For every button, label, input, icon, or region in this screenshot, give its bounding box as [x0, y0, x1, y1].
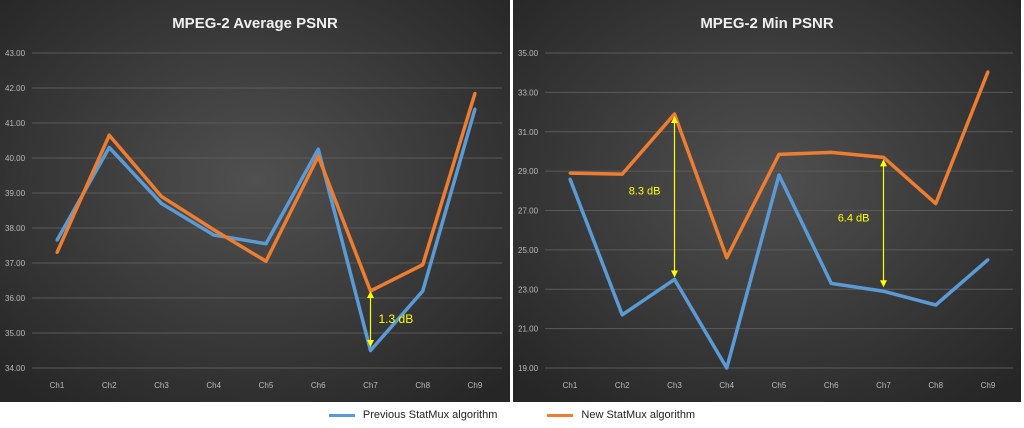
data-point [55, 251, 59, 254]
x-tick-label: Ch1 [563, 381, 578, 390]
y-tick-label: 43.00 [5, 49, 26, 58]
y-tick-label: 21.00 [518, 325, 539, 334]
x-tick-label: Ch1 [50, 381, 65, 390]
data-point [620, 313, 624, 317]
x-tick-label: Ch5 [772, 381, 787, 390]
y-tick-label: 19.00 [518, 364, 539, 373]
arrow-head-down [671, 270, 678, 278]
arrow-head-down [880, 280, 887, 288]
data-point [55, 238, 59, 242]
y-tick-label: 23.00 [518, 285, 539, 294]
y-tick-label: 35.00 [518, 49, 539, 58]
data-point [882, 289, 885, 293]
arrow-head-up [880, 159, 887, 167]
arrow-head-up [367, 291, 374, 298]
data-point [316, 147, 320, 151]
y-tick-label: 38.00 [5, 224, 26, 233]
y-tick-label: 27.00 [518, 207, 539, 216]
y-tick-label: 36.00 [5, 294, 26, 303]
x-tick-label: Ch3 [667, 381, 682, 390]
x-tick-label: Ch3 [154, 381, 169, 390]
data-point [107, 133, 111, 137]
y-tick-label: 25.00 [518, 246, 539, 255]
annotation-label: 6.4 dB [838, 212, 870, 224]
x-tick-label: Ch9 [981, 381, 996, 390]
data-point [620, 172, 624, 176]
annotation-label: 1.3 dB [379, 312, 414, 326]
x-tick-label: Ch6 [311, 381, 326, 390]
min-psnr-chart: MPEG-2 Min PSNR 19.00 21.00 23.00 25.00 27.00… [513, 0, 1021, 402]
data-point [212, 233, 216, 237]
data-point [829, 281, 833, 285]
y-tick-label: 33.00 [518, 88, 539, 97]
data-point [934, 303, 938, 307]
x-tick-label: Ch2 [102, 381, 117, 390]
x-tick-label: Ch9 [468, 381, 483, 390]
y-tick-label: 40.00 [5, 154, 26, 163]
annotation-label: 8.3 dB [629, 186, 661, 198]
x-tick-label: Ch5 [259, 381, 274, 390]
data-point [264, 242, 268, 246]
data-point [160, 202, 163, 205]
data-point [473, 107, 477, 111]
average-psnr-chart: MPEG-2 Average PSNR 34.00 35.00 36.00 37.00 3… [0, 0, 510, 402]
chart-title: MPEG-2 Min PSNR [700, 15, 834, 32]
x-tick-label: Ch7 [876, 381, 891, 390]
chart-background [0, 0, 510, 402]
arrow-head-down [367, 340, 374, 347]
data-point [829, 150, 833, 154]
y-tick-label: 42.00 [5, 84, 26, 93]
data-point [725, 256, 729, 260]
data-point [777, 152, 781, 156]
arrow-head-up [671, 116, 678, 123]
x-tick-label: Ch8 [415, 381, 430, 390]
x-tick-label: Ch4 [206, 381, 221, 390]
data-point [160, 195, 163, 198]
data-point [473, 91, 477, 95]
legend-swatch-new [547, 413, 574, 417]
chart-title: MPEG-2 Average PSNR [172, 15, 338, 32]
data-point [568, 171, 572, 175]
y-tick-label: 39.00 [5, 189, 26, 198]
y-tick-label: 37.00 [5, 259, 26, 268]
chart-svg: MPEG-2 Min PSNR 19.00 21.00 23.00 25.00 27.00… [513, 0, 1021, 402]
legend-label-previous: Previous StatMux algorithm [362, 409, 498, 421]
legend-item-new: New StatMux algorithm [547, 409, 695, 421]
legend: Previous StatMux algorithm New StatMux a… [0, 404, 1024, 426]
y-tick-label: 41.00 [5, 119, 26, 128]
data-point [264, 259, 268, 263]
data-point [421, 289, 425, 293]
x-tick-label: Ch4 [719, 381, 734, 390]
x-tick-label: Ch7 [363, 381, 378, 390]
legend-item-previous: Previous StatMux algorithm [328, 409, 498, 421]
data-point [986, 70, 990, 74]
data-point [777, 173, 781, 177]
chart-background [513, 0, 1021, 402]
data-point [107, 146, 111, 149]
data-point [882, 155, 885, 159]
data-point [673, 112, 676, 116]
y-tick-label: 31.00 [518, 128, 539, 137]
data-point [212, 228, 216, 232]
legend-label-new: New StatMux algorithm [581, 409, 696, 421]
data-point [421, 263, 425, 267]
x-tick-label: Ch6 [824, 381, 839, 390]
chart-svg: MPEG-2 Average PSNR 34.00 35.00 36.00 37.00 3… [0, 0, 510, 402]
data-point [673, 277, 676, 281]
x-tick-label: Ch2 [615, 381, 630, 390]
data-point [316, 154, 320, 158]
legend-swatch-previous [328, 413, 355, 417]
x-tick-label: Ch8 [928, 381, 943, 390]
data-point [986, 258, 990, 262]
data-point [934, 202, 938, 206]
y-tick-label: 29.00 [518, 167, 539, 176]
data-point [568, 177, 572, 181]
data-point [725, 366, 729, 370]
y-tick-label: 34.00 [5, 364, 26, 373]
y-tick-label: 35.00 [5, 329, 26, 338]
data-point [369, 349, 372, 352]
